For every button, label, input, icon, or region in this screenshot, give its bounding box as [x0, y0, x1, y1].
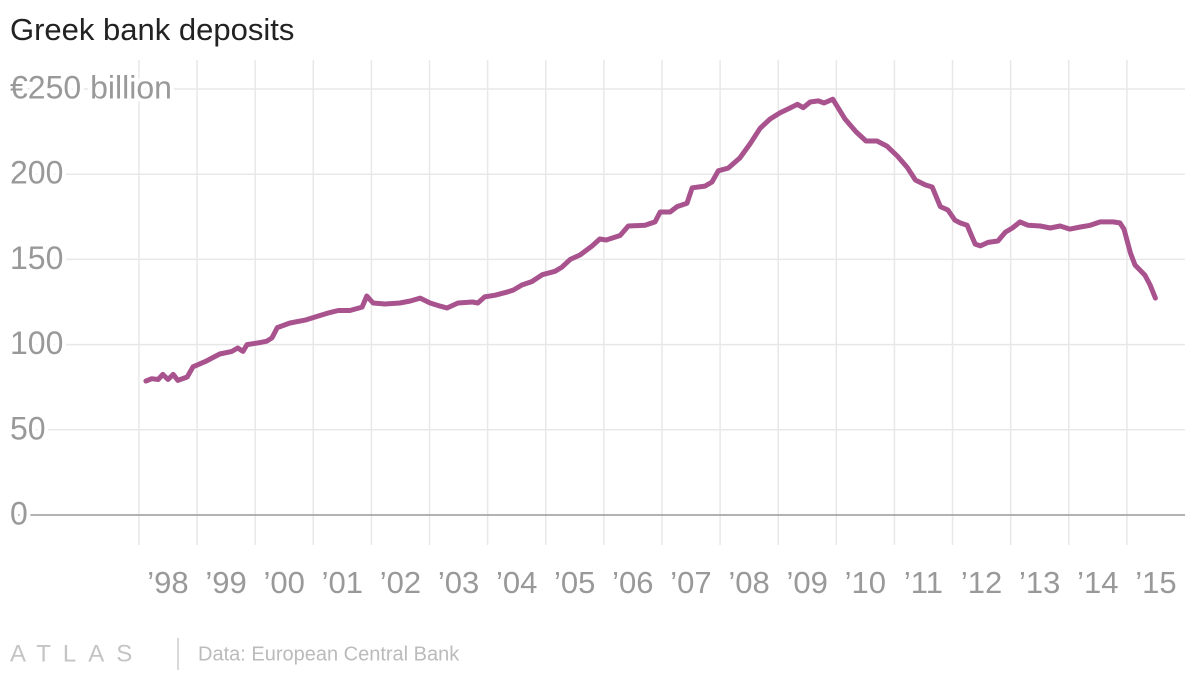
source: Data: European Central Bank: [198, 643, 460, 665]
y-tick-label: 50: [10, 410, 46, 446]
x-tick-label: ’06: [612, 565, 653, 600]
x-tick-label: ’13: [1019, 565, 1060, 600]
x-tick-label: ’08: [728, 565, 769, 600]
x-tick-label: ’07: [670, 565, 711, 600]
x-tick-label: ’05: [554, 565, 595, 600]
y-tick-label: €250 billion: [10, 69, 172, 105]
y-tick-label: 200: [10, 155, 63, 191]
y-tick-label: 0: [10, 495, 28, 531]
x-tick-label: ’14: [1077, 565, 1118, 600]
x-tick-label: ’09: [787, 565, 828, 600]
data-line: [143, 96, 1158, 384]
x-tick-label: ’10: [845, 565, 886, 600]
x-tick-label: ’98: [147, 565, 188, 600]
x-tick-label: ’99: [205, 565, 246, 600]
grid: ’98 ’99 ’00 ’01 ’02 ’03 ’04 ’05 ’06 ’07 ’08 ’09 ’10 ’…: [6, 60, 1185, 600]
x-tick-label: ’01: [322, 565, 363, 600]
brand: ATLAS: [10, 640, 144, 667]
x-tick-label: ’12: [961, 565, 1002, 600]
plot: [143, 96, 1158, 384]
x-tick-label: ’04: [496, 565, 537, 600]
x-tick-label: ’02: [380, 565, 421, 600]
x-tick-label: ’11: [904, 565, 943, 600]
chart-title: Greek bank deposits: [10, 12, 294, 47]
y-tick-label: 100: [10, 325, 63, 361]
y-tick-label: 150: [10, 240, 63, 276]
x-tick-label: ’03: [438, 565, 479, 600]
x-tick-label: ’15: [1135, 565, 1176, 600]
x-tick-label: ’00: [263, 565, 304, 600]
